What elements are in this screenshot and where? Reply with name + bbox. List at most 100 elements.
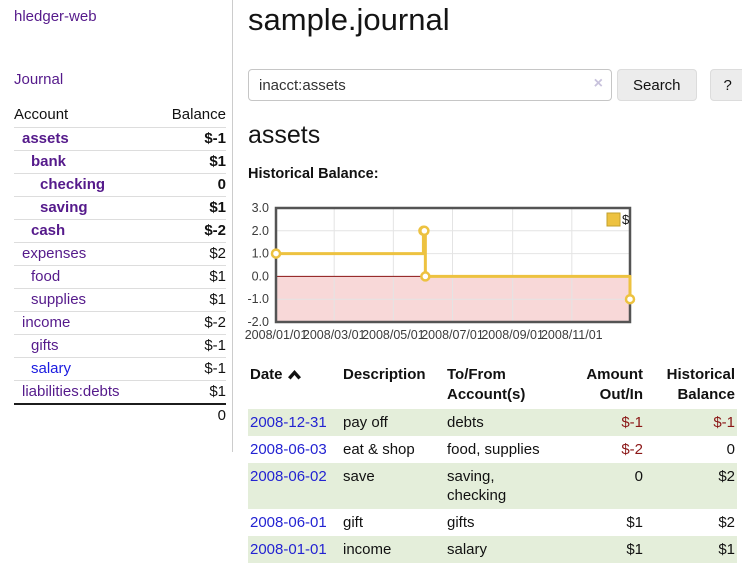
amount-column-header: Amount Out/In [586, 366, 643, 403]
transaction-date-link[interactable]: 2008-01-01 [250, 541, 327, 558]
account-row: expenses $2 [14, 242, 226, 266]
transaction-description: pay off [343, 414, 388, 431]
account-link[interactable]: saving [40, 199, 88, 216]
historical-balance-chart[interactable]: $3.0 2.0 1.0 0.0 -1.0 -2.0 2008/01/01 2008/03/0… [240, 201, 638, 354]
account-row: checking 0 [14, 173, 226, 197]
transaction-balance: $-1 [713, 414, 735, 431]
data-point-marker[interactable] [420, 271, 431, 282]
account-link[interactable]: food [31, 268, 61, 285]
date-column-header[interactable]: Date [248, 364, 341, 409]
account-link[interactable]: cash [31, 222, 66, 239]
account-balance: $2 [209, 245, 226, 262]
account-row: food $1 [14, 265, 226, 289]
account-row: assets $-1 [14, 127, 226, 151]
y-axis-label: 2.0 [252, 224, 269, 238]
y-axis-label: 1.0 [252, 247, 269, 261]
account-balance: $1 [209, 383, 226, 400]
x-axis-label: 2008/07/01 [421, 328, 484, 342]
data-point-marker[interactable] [624, 293, 636, 305]
transaction-description: income [343, 541, 392, 558]
account-link[interactable]: liabilities:debts [22, 383, 120, 400]
page-title: sample.journal [248, 2, 450, 37]
transaction-description: gift [343, 514, 364, 531]
transaction-amount: $-2 [621, 441, 643, 458]
register-header-row: Date Description To/From Account(s) Amou… [248, 364, 737, 409]
account-link[interactable]: bank [31, 153, 67, 170]
transaction-accounts: food, supplies [447, 441, 540, 458]
transaction-row: 2008-01-01 income salary $1 $1 [248, 536, 737, 563]
transaction-date-link[interactable]: 2008-12-31 [250, 414, 327, 431]
account-row: salary $-1 [14, 357, 226, 381]
search-form: × Search ? [248, 69, 742, 101]
transaction-balance: $2 [718, 514, 735, 531]
account-balance: $1 [209, 153, 226, 170]
transaction-amount: 0 [634, 468, 643, 485]
account-row: liabilities:debts $1 [14, 380, 226, 405]
transaction-description: eat & shop [343, 441, 415, 458]
transaction-date-link[interactable]: 2008-06-02 [250, 468, 327, 485]
register-table: Date Description To/From Account(s) Amou… [248, 364, 737, 563]
search-button[interactable]: Search [617, 69, 697, 101]
x-axis-label: 2008/05/01 [362, 328, 425, 342]
account-heading: assets [248, 121, 321, 149]
transaction-row: 2008-06-03 eat & shop food, supplies $-2 0 [248, 436, 737, 463]
account-link[interactable]: expenses [22, 245, 87, 262]
account-balance: $-1 [204, 337, 226, 354]
transaction-balance: 0 [726, 441, 735, 458]
x-axis-label: 2008/01/01 [245, 328, 308, 342]
transaction-description: save [343, 468, 375, 485]
account-balance: $1 [209, 291, 226, 308]
account-balance: $-1 [204, 360, 226, 377]
transaction-date-link[interactable]: 2008-06-03 [250, 441, 327, 458]
x-axis-label: 2008/03/01 [303, 328, 366, 342]
transaction-accounts: salary [447, 541, 488, 558]
sidebar-divider [232, 0, 233, 452]
search-input[interactable] [248, 69, 612, 101]
account-link[interactable]: checking [40, 176, 106, 193]
account-link[interactable]: salary [31, 360, 72, 377]
description-column-header: Description [343, 366, 426, 383]
account-balance: $1 [209, 199, 226, 216]
accounts-balance-table: Account Balance assets $-1 bank $1 checking 0… [14, 103, 226, 427]
account-balance: $-2 [204, 222, 226, 239]
app-title-link[interactable]: hledger-web [14, 8, 97, 25]
x-axis-label: 2008/09/01 [481, 328, 544, 342]
transaction-accounts: debts [447, 414, 484, 431]
clear-search-icon[interactable]: × [593, 75, 603, 92]
data-point-marker[interactable] [270, 248, 282, 259]
y-axis-label: -1.0 [247, 292, 269, 306]
search-help-button[interactable]: ? [709, 69, 742, 101]
account-row: gifts $-1 [14, 334, 226, 358]
account-link[interactable]: income [22, 314, 71, 331]
chart-title: Historical Balance: [248, 166, 379, 182]
transaction-row: 2008-06-01 gift gifts $1 $2 [248, 509, 737, 536]
account-link[interactable]: gifts [31, 337, 59, 354]
transaction-date-link[interactable]: 2008-06-01 [250, 514, 327, 531]
accounts-total-value: 0 [217, 407, 226, 424]
account-balance: $1 [209, 268, 226, 285]
legend-swatch [606, 212, 621, 227]
caret-up-icon [287, 366, 301, 386]
account-balance: $-1 [204, 130, 226, 147]
y-axis-label: 0.0 [252, 269, 269, 283]
account-balance: 0 [217, 176, 226, 193]
account-link[interactable]: assets [22, 130, 69, 147]
account-row: bank $1 [14, 150, 226, 174]
balance-column-header-register: Historical Balance [666, 366, 735, 403]
account-row: saving $1 [14, 196, 226, 220]
data-point-marker[interactable] [419, 225, 430, 237]
transaction-balance: $1 [718, 541, 735, 558]
y-axis-label: 3.0 [252, 202, 269, 215]
legend-label: $ [622, 212, 630, 227]
transaction-amount: $1 [626, 541, 643, 558]
transaction-accounts: saving, checking [447, 468, 507, 504]
accounts-column-header: To/From Account(s) [447, 366, 526, 403]
accounts-table-header: Account Balance [14, 103, 226, 128]
search-box: × [248, 69, 612, 101]
account-row: income $-2 [14, 311, 226, 335]
balance-column-header: Balance [171, 106, 226, 123]
account-link[interactable]: supplies [31, 291, 87, 308]
sidebar-item-journal[interactable]: Journal [14, 71, 64, 88]
account-balance: $-2 [204, 314, 226, 331]
y-axis-label: -2.0 [247, 315, 269, 329]
